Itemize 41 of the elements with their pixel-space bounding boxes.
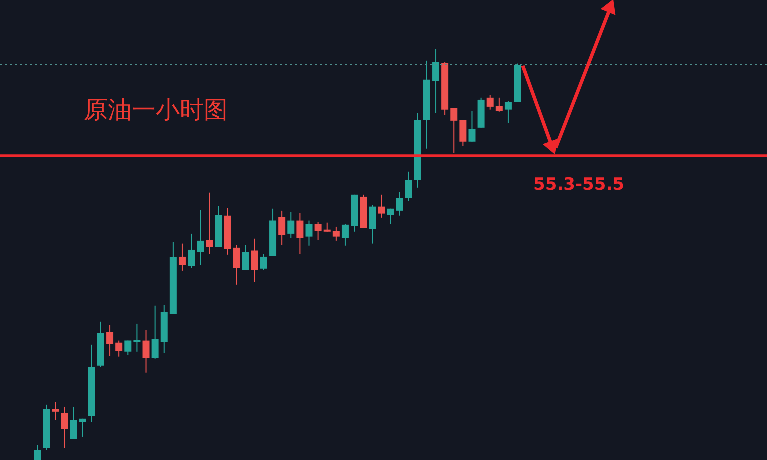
candlestick [233,244,240,286]
candlestick [369,204,376,244]
text: 原油一小时图 [84,96,228,124]
candlestick [206,192,214,255]
candlestick [460,120,467,146]
candlestick [106,324,114,357]
candlestick [496,97,503,112]
candlestick [486,94,494,110]
candlestick [306,220,313,246]
candlestick [34,444,42,460]
candlestick [288,212,295,239]
candlestick [278,210,286,246]
candlestick [178,243,186,272]
candlestick [79,418,86,438]
candlestick [468,110,476,142]
candlestick [142,330,150,374]
candlestick [432,48,440,114]
candlestick [396,192,404,216]
candlestick [378,194,386,218]
candlestick [188,233,196,269]
candlestick [342,224,349,246]
candlestick [152,305,159,360]
candlestick [52,402,60,421]
candlestick [251,238,258,283]
candlestick [324,222,331,232]
candlestick [387,208,394,225]
candlestick [116,340,123,358]
candlestick [70,406,78,440]
candlestick [296,212,304,255]
candlestick [197,210,204,266]
candlestick [450,108,458,154]
candlestick [504,100,512,124]
candlestick [332,226,340,242]
candlestick [260,254,268,271]
candlestick [405,171,412,202]
candlestick [61,406,68,449]
candlestick [242,244,250,271]
candlestick [124,340,132,356]
candlestick [134,323,141,352]
candlestick [314,222,322,241]
text: 55.3-55.5 [534,175,624,195]
